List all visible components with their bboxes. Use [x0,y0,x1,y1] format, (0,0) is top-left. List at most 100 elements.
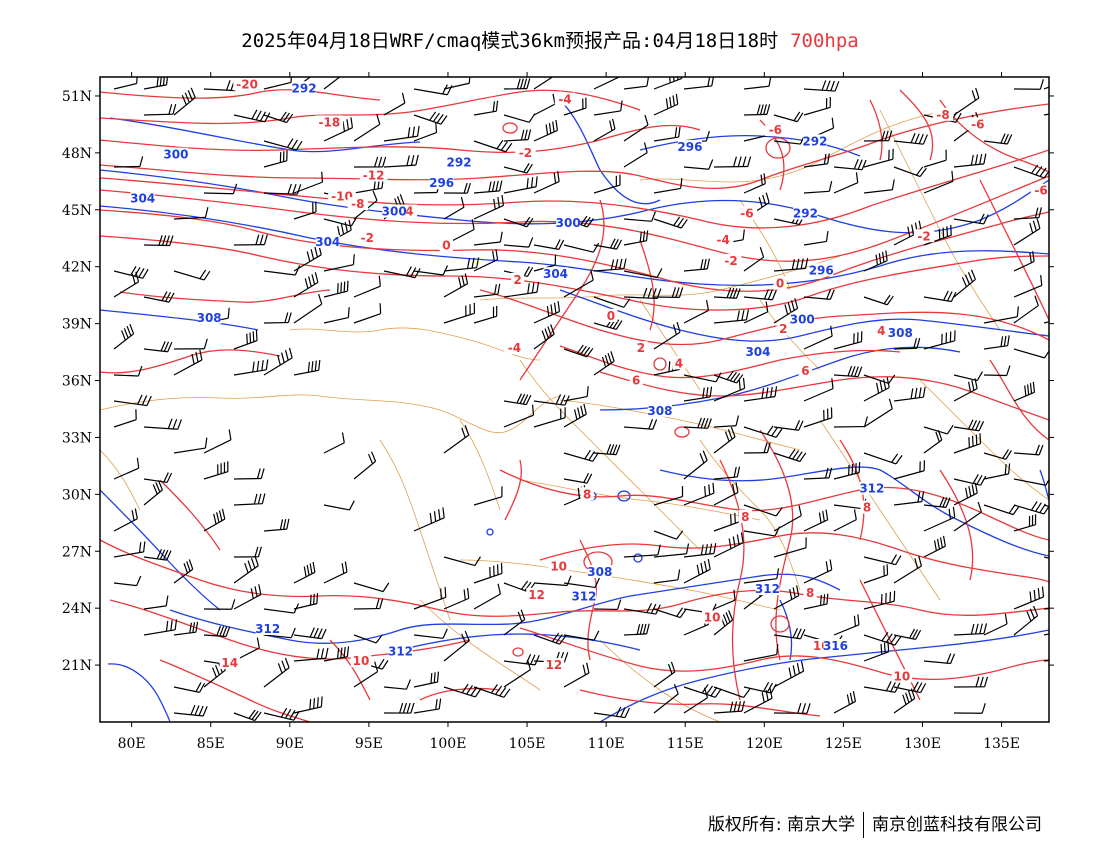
wind-barb [653,661,676,688]
wind-barb [413,698,442,714]
wind-barb [473,180,503,194]
wind-barb [593,351,615,376]
wind-barb [293,201,317,220]
wind-barb [263,138,303,151]
map-frame [99,76,1050,723]
wind-barb [143,103,177,116]
wind-barb [503,281,540,298]
wind-barb [683,482,715,506]
temperature-label-background [736,206,758,220]
map-title-main: 2025年04月18日WRF/cmaq模式36km预报产品:04月18日18时 [241,30,779,52]
wind-barb [683,417,712,429]
wind-barb [293,593,319,610]
wind-barb [803,80,840,92]
temperature-closed-contour [502,122,518,134]
temperature-label-background [629,373,643,387]
wind-barb [473,486,503,506]
wind-barb [743,77,772,90]
geopotential-label-background [447,155,472,169]
temperature-contour-line [599,371,1049,421]
wind-barb [653,322,681,350]
temperature-closed-contour [653,357,667,371]
wind-barb [263,183,302,195]
wind-barb [263,657,290,688]
wind-barb [1013,274,1043,298]
wind-barb [503,659,532,688]
wind-barb [323,307,350,324]
wind-barb [623,114,649,142]
wind-barb [383,679,411,690]
wind-barb [203,508,226,532]
temperature-contour-label: 0 [776,277,784,291]
temperature-contour-label: -4 [508,341,521,355]
wind-barb [113,265,149,279]
wind-barb [593,296,631,308]
wind-barb [323,432,345,454]
wind-barb [833,159,867,171]
wind-barb [713,309,750,324]
temperature-label-background [803,585,817,599]
wind-barb [713,370,744,384]
wind-barb [713,377,746,402]
boundary-line [599,639,721,722]
wind-barb [863,179,895,194]
temperature-label-background [347,197,369,210]
temperature-contour-line [899,89,934,161]
wind-barb [233,109,271,123]
wind-barb [893,338,921,350]
temperature-contour-line [639,239,655,331]
geopotential-label-background [388,644,413,658]
wind-barb [173,207,209,220]
boundary-line [639,299,701,391]
wind-barb [893,681,927,694]
wind-barb [713,482,739,506]
wind-barb [743,425,783,438]
wind-barb [143,291,175,303]
wind-barb [1013,586,1045,610]
wind-barb [863,631,902,646]
wind-barb [353,661,379,688]
copyright-company: 南京创蓝科技有限公司 [872,815,1042,835]
wind-barb [473,249,499,272]
longitude-axis: 80E 85E 90E 95E 100E 105E 110E 115E 120E 125E 130E… [118,72,1020,752]
temperature-label-background [359,168,388,182]
wind-barb [623,268,663,279]
wind-barb [653,126,681,142]
temperature-label-background [439,238,453,252]
wind-barb [113,541,146,558]
geopotential-label-background [647,403,672,417]
temperature-label-background [543,657,565,671]
wind-barb [713,287,741,299]
wind-barb [233,555,259,584]
geopotential-contour-line [559,289,1049,342]
wind-barb [533,93,556,116]
wind-barb [863,590,896,610]
wind-barb [893,555,923,584]
wind-barb [653,287,684,299]
wind-barb [623,418,658,430]
wind-barb [443,273,469,298]
wind-barb [713,415,740,428]
temperature-label-background [765,123,786,137]
wind-barb [443,196,465,220]
wind-barb [263,111,294,124]
temperature-label-background [510,272,525,286]
lat-tick-label: 48N [62,146,92,162]
wind-barb [743,173,766,194]
wind-barb [263,518,290,532]
wind-barb [503,129,532,142]
geopotential-contour-line [599,346,961,411]
wind-barb [503,237,534,248]
wind-barb [743,568,780,584]
wind-barb [833,691,857,714]
wind-barb [953,371,984,382]
temperature-contour-line [519,199,605,381]
wind-barb [683,558,711,584]
wind-barb [773,585,800,610]
temperature-contour-line [100,124,701,154]
latitude-axis: 51N 48N 45N 42N 39N 36N 33N 30N 27N 24N 21N [62,89,1054,674]
wind-barb [353,275,381,298]
temperature-contour-label: -6 [769,123,782,137]
